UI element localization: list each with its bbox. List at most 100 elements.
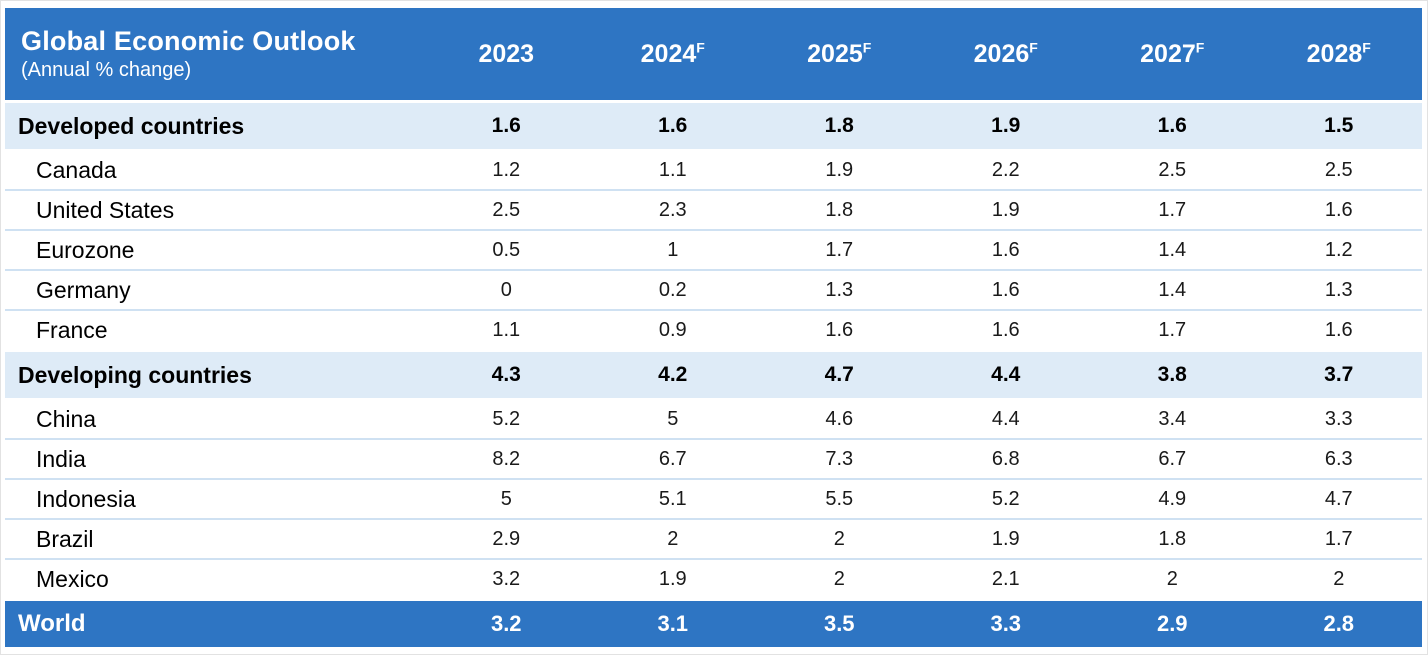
- value-cell: 4.4: [991, 407, 1020, 430]
- row-label: Developing countries: [18, 361, 252, 388]
- value-cell: 4.3: [491, 363, 521, 386]
- row-label: United States: [36, 196, 175, 223]
- value-cell: 2.5: [1158, 158, 1187, 181]
- value-cell: 4.6: [825, 407, 854, 430]
- forecast-superscript: F: [696, 39, 705, 56]
- value-cell: 1.2: [492, 158, 521, 181]
- row-label: Mexico: [36, 565, 109, 592]
- forecast-superscript: F: [1029, 39, 1038, 56]
- value-cell: 1.3: [1324, 278, 1353, 301]
- value-cell: 3.1: [657, 611, 689, 636]
- value-cell: 1.9: [825, 158, 854, 181]
- value-cell: 2.5: [492, 198, 521, 221]
- value-cell: 1.9: [991, 114, 1021, 137]
- table-title: Global Economic Outlook: [21, 25, 356, 56]
- value-cell: 1.4: [1158, 278, 1187, 301]
- value-cell: 1.1: [658, 158, 687, 181]
- value-cell: 1: [667, 238, 679, 261]
- value-cell: 4.9: [1158, 487, 1187, 510]
- value-cell: 1.7: [1158, 318, 1187, 341]
- value-cell: 1.7: [1324, 527, 1353, 550]
- forecast-superscript: F: [1362, 39, 1371, 56]
- value-cell: 2.9: [492, 527, 521, 550]
- value-cell: 6.7: [1158, 447, 1187, 470]
- table-row-india: India 8.2 6.7 7.3 6.8 6.7 6.3: [5, 438, 1422, 478]
- value-cell: 2.5: [1324, 158, 1353, 181]
- value-cell: 2.3: [658, 198, 687, 221]
- value-cell: 1.8: [824, 114, 854, 137]
- column-header-2023: 2023: [478, 39, 535, 68]
- value-cell: 1.6: [1324, 198, 1353, 221]
- value-cell: 1.2: [1324, 238, 1353, 261]
- row-label: China: [36, 405, 97, 432]
- value-cell: 0.5: [492, 238, 521, 261]
- value-cell: 2.9: [1156, 611, 1188, 636]
- value-cell: 3.8: [1157, 363, 1187, 386]
- value-cell: 2: [833, 567, 845, 590]
- forecast-superscript: F: [1195, 39, 1205, 56]
- value-cell: 1.6: [1324, 318, 1353, 341]
- value-cell: 1.8: [1158, 527, 1187, 550]
- table-row-france: France 1.1 0.9 1.6 1.6 1.7 1.6: [5, 309, 1422, 349]
- value-cell: 3.2: [492, 567, 521, 590]
- value-cell: 1.6: [491, 114, 521, 137]
- table-row-world: World 3.2 3.1 3.5 3.3 2.9 2.8: [5, 601, 1422, 647]
- value-cell: 1.9: [991, 527, 1020, 550]
- row-label: France: [36, 316, 108, 343]
- value-cell: 1.8: [825, 198, 854, 221]
- row-label: India: [36, 445, 86, 472]
- value-cell: 2.2: [991, 158, 1020, 181]
- value-cell: 1.5: [1324, 114, 1354, 137]
- table-row-germany: Germany 0 0.2 1.3 1.6 1.4 1.3: [5, 269, 1422, 309]
- value-cell: 6.3: [1324, 447, 1353, 470]
- value-cell: 3.3: [990, 611, 1022, 636]
- table-header: Global Economic Outlook (Annual % change…: [5, 8, 1422, 100]
- value-cell: 0: [500, 278, 512, 301]
- value-cell: 1.9: [658, 567, 687, 590]
- row-label: Eurozone: [36, 236, 135, 263]
- column-header-2025f: 2025F: [807, 39, 872, 68]
- table-row-developed-countries: Developed countries 1.6 1.6 1.8 1.9 1.6 1.5: [5, 103, 1422, 149]
- value-cell: 3.2: [490, 611, 522, 636]
- value-cell: 3.4: [1158, 407, 1187, 430]
- value-cell: 3.3: [1324, 407, 1353, 430]
- table-subtitle: (Annual % change): [21, 59, 192, 82]
- row-label: Brazil: [36, 525, 94, 552]
- row-label: Germany: [36, 276, 131, 303]
- value-cell: 1.6: [991, 318, 1020, 341]
- value-cell: 2.8: [1323, 611, 1355, 636]
- value-cell: 2.1: [991, 567, 1020, 590]
- table-row-brazil: Brazil 2.9 2 2 1.9 1.8 1.7: [5, 518, 1422, 558]
- value-cell: 0.2: [658, 278, 687, 301]
- forecast-superscript: F: [862, 39, 872, 56]
- column-header-2026f: 2026F: [973, 39, 1038, 68]
- value-cell: 5: [667, 407, 679, 430]
- value-cell: 2: [667, 527, 679, 550]
- value-cell: 6.7: [658, 447, 687, 470]
- value-cell: 0.9: [658, 318, 687, 341]
- value-cell: 2: [833, 527, 845, 550]
- value-cell: 1.7: [1158, 198, 1187, 221]
- value-cell: 5.2: [991, 487, 1020, 510]
- value-cell: 6.8: [991, 447, 1020, 470]
- value-cell: 2: [1166, 567, 1178, 590]
- value-cell: 4.7: [1324, 487, 1353, 510]
- table-title-block: Global Economic Outlook (Annual % change…: [5, 25, 423, 82]
- table-row-developing-countries: Developing countries 4.3 4.2 4.7 4.4 3.8 3.7: [5, 352, 1422, 398]
- row-label: Indonesia: [36, 485, 136, 512]
- row-label: Canada: [36, 156, 117, 183]
- value-cell: 4.7: [824, 363, 854, 386]
- table-row-indonesia: Indonesia 5 5.1 5.5 5.2 4.9 4.7: [5, 478, 1422, 518]
- value-cell: 1.6: [991, 238, 1020, 261]
- value-cell: 4.4: [991, 363, 1021, 386]
- value-cell: 3.5: [823, 611, 855, 636]
- value-cell: 1.1: [492, 318, 521, 341]
- table-row-canada: Canada 1.2 1.1 1.9 2.2 2.5 2.5: [5, 149, 1422, 189]
- column-header-2028f: 2028F: [1306, 39, 1371, 68]
- table-row-eurozone: Eurozone 0.5 1 1.7 1.6 1.4 1.2: [5, 229, 1422, 269]
- value-cell: 1.4: [1158, 238, 1187, 261]
- value-cell: 1.7: [825, 238, 854, 261]
- value-cell: 1.3: [825, 278, 854, 301]
- column-header-2024f: 2024F: [640, 39, 705, 68]
